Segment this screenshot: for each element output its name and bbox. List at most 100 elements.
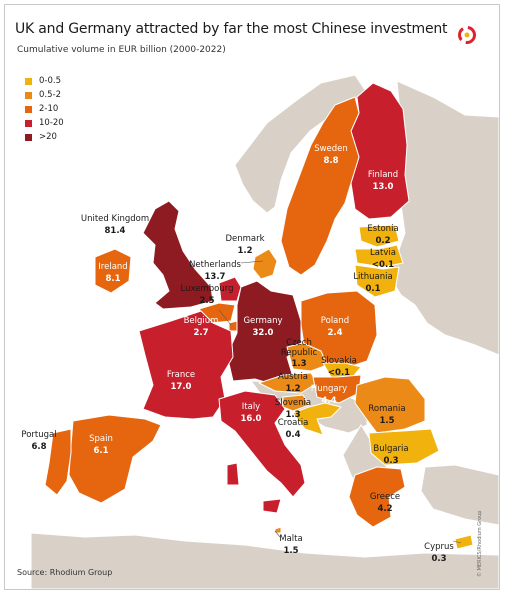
label-value-slovakia: <0.1: [328, 368, 350, 378]
label-name-belgium: Belgium: [184, 316, 219, 326]
slovakia-region[interactable]: [322, 362, 362, 380]
poland-region[interactable]: [300, 290, 378, 370]
label-value-croatia: 0.4: [285, 430, 300, 440]
label-value-belgium: 2.7: [193, 328, 208, 338]
slovenia-region[interactable]: [282, 394, 310, 412]
legend-swatch: [25, 91, 32, 99]
label-name-austria: Austria: [278, 372, 308, 382]
spain-region[interactable]: [68, 414, 162, 504]
source-note: Source: Rhodium Group: [17, 568, 113, 577]
label-value-luxembourg: 2.5: [199, 296, 214, 306]
legend-label: >20: [39, 132, 57, 142]
legend-label: 2-10: [39, 104, 59, 114]
page-title: UK and Germany attracted by far the most…: [15, 21, 448, 37]
bulgaria-region[interactable]: [368, 428, 440, 466]
label-name-lithuania: Lithuania: [353, 272, 392, 282]
label-value-bulgaria: 0.3: [383, 456, 398, 466]
map-legend: 0-0.5 0.5-2 2-10 10-20 >20: [25, 74, 64, 144]
ireland-region[interactable]: [94, 248, 132, 294]
label-name-netherlands: Netherlands: [189, 260, 241, 270]
label-name-luxembourg: Luxembourg: [181, 284, 234, 294]
label-name-sweden: Sweden: [314, 144, 348, 154]
label-value-finland: 13.0: [373, 182, 394, 192]
europe-map: United Kingdom 81.4 Ireland 8.1 Denmark …: [21, 74, 499, 589]
legend-item: 0.5-2: [25, 88, 64, 102]
label-value-greece: 4.2: [377, 504, 392, 514]
portugal-region[interactable]: [44, 428, 72, 496]
lithuania-region[interactable]: [354, 264, 400, 298]
label-value-portugal: 6.8: [31, 442, 46, 452]
sweden-region[interactable]: [280, 96, 360, 276]
label-name-czech-2: Republic: [281, 348, 318, 358]
label-name-bulgaria: Bulgaria: [373, 444, 408, 454]
label-name-latvia: Latvia: [370, 248, 396, 258]
eu-countries: [44, 82, 474, 550]
label-name-portugal: Portugal: [21, 430, 56, 440]
legend-label: 10-20: [39, 118, 64, 128]
label-name-finland: Finland: [368, 170, 398, 180]
label-name-greece: Greece: [370, 492, 400, 502]
label-name-slovenia: Slovenia: [275, 398, 311, 408]
legend-item: 2-10: [25, 102, 64, 116]
malta-region[interactable]: [274, 526, 282, 534]
label-value-france: 17.0: [171, 382, 192, 392]
legend-swatch: [25, 119, 32, 127]
label-value-uk: 81.4: [105, 226, 126, 236]
cyprus-region[interactable]: [454, 534, 474, 550]
label-value-ireland: 8.1: [105, 274, 120, 284]
label-name-hungary: Hungary: [311, 384, 347, 394]
legend-item: 0-0.5: [25, 74, 64, 88]
country-labels: United Kingdom 81.4 Ireland 8.1 Denmark …: [21, 144, 454, 564]
label-value-estonia: 0.2: [375, 236, 390, 246]
label-name-czech-1: Czech: [286, 338, 312, 348]
label-name-malta: Malta: [279, 534, 302, 544]
page-subtitle: Cumulative volume in EUR billion (2000-2…: [17, 45, 226, 55]
label-value-netherlands: 13.7: [205, 272, 226, 282]
label-name-cyprus: Cyprus: [424, 542, 454, 552]
label-value-austria: 1.2: [285, 384, 300, 394]
label-name-france: France: [167, 370, 195, 380]
denmark-region[interactable]: [252, 248, 278, 280]
united-kingdom-region[interactable]: [142, 200, 214, 310]
label-value-italy: 16.0: [241, 414, 262, 424]
estonia-region[interactable]: [358, 224, 400, 248]
label-name-estonia: Estonia: [367, 224, 398, 234]
leader-lines: [218, 260, 462, 544]
label-value-spain: 6.1: [93, 446, 108, 456]
map-frame: United Kingdom 81.4 Ireland 8.1 Denmark …: [4, 4, 500, 590]
romania-region[interactable]: [354, 376, 426, 434]
label-name-germany: Germany: [243, 316, 282, 326]
label-name-denmark: Denmark: [225, 234, 264, 244]
label-value-denmark: 1.2: [237, 246, 252, 256]
legend-swatch: [25, 133, 32, 141]
label-value-poland: 2.4: [327, 328, 342, 338]
label-name-italy: Italy: [242, 402, 260, 412]
label-name-spain: Spain: [89, 434, 113, 444]
label-name-croatia: Croatia: [278, 418, 309, 428]
label-value-latvia: <0.1: [372, 260, 394, 270]
merics-logo-icon: [457, 25, 477, 45]
label-value-malta: 1.5: [283, 546, 298, 556]
greece-region[interactable]: [348, 466, 406, 528]
legend-label: 0-0.5: [39, 76, 61, 86]
label-name-poland: Poland: [321, 316, 349, 326]
label-name-slovakia: Slovakia: [321, 356, 357, 366]
legend-item: 10-20: [25, 116, 64, 130]
label-value-cyprus: 0.3: [431, 554, 446, 564]
label-value-germany: 32.0: [253, 328, 274, 338]
italy-region[interactable]: [218, 390, 306, 514]
croatia-region[interactable]: [292, 402, 342, 436]
legend-swatch: [25, 105, 32, 113]
label-value-czech: 1.3: [291, 359, 306, 369]
legend-item: >20: [25, 130, 64, 144]
credit-note: © MERICS/Rhodium Group: [477, 510, 483, 577]
legend-label: 0.5-2: [39, 90, 61, 100]
legend-swatch: [25, 77, 32, 85]
label-name-romania: Romania: [368, 404, 405, 414]
label-value-hungary: 4.4: [321, 396, 336, 406]
label-value-lithuania: 0.1: [365, 284, 380, 294]
latvia-region[interactable]: [354, 244, 404, 268]
label-value-romania: 1.5: [379, 416, 394, 426]
label-value-sweden: 8.8: [323, 156, 338, 166]
luxembourg-region[interactable]: [228, 320, 238, 332]
